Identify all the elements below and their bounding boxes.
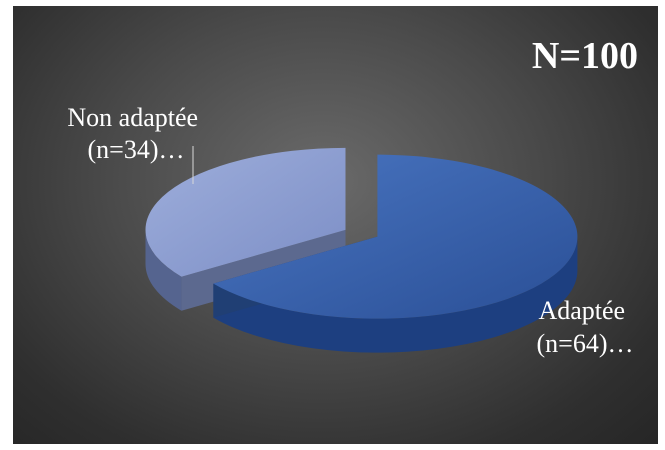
slice-label-non-adaptee-line1: Non adaptée bbox=[67, 103, 198, 132]
slice-label-adaptee-line1: Adaptée bbox=[538, 296, 625, 325]
chart-title: N=100 bbox=[532, 35, 638, 77]
slice-label-adaptee-line2: (n=64)… bbox=[537, 329, 634, 358]
pie-chart: N=100 Non adaptée (n=34)… Adaptée (n=64)… bbox=[67, 35, 638, 358]
slice-label-non-adaptee: Non adaptée (n=34)… bbox=[67, 103, 204, 164]
pie-slice bbox=[213, 154, 578, 353]
chart-frame: N=100 Non adaptée (n=34)… Adaptée (n=64)… bbox=[13, 6, 658, 444]
pie-slice-side bbox=[145, 229, 182, 311]
slice-label-non-adaptee-line2: (n=34)… bbox=[88, 135, 185, 164]
pie-slice-top bbox=[213, 154, 578, 319]
slices-layer bbox=[145, 147, 578, 353]
pie-slice-top bbox=[145, 147, 346, 277]
pie-slice-side bbox=[213, 236, 578, 353]
slice-label-adaptee: Adaptée (n=64)… bbox=[537, 296, 634, 358]
